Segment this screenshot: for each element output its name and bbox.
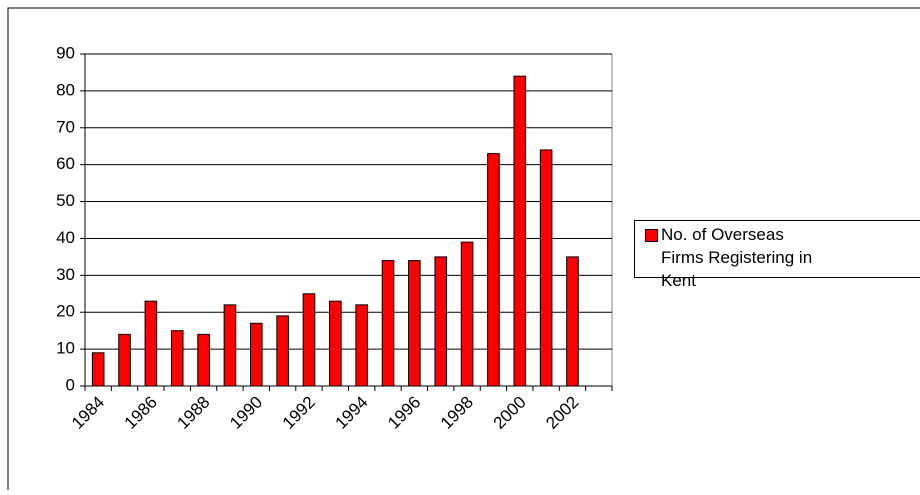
bar [539, 149, 553, 387]
bar [118, 333, 131, 387]
bar [170, 330, 184, 387]
bar [434, 256, 448, 387]
bar [460, 241, 474, 387]
y-tick-label: 40 [56, 228, 75, 247]
y-tick-label: 30 [56, 265, 75, 284]
legend-label: No. of Overseas Firms Registering in Ken… [661, 225, 813, 290]
y-tick-label: 20 [56, 302, 75, 321]
bar [249, 322, 263, 387]
bar [487, 153, 500, 387]
bar [276, 315, 289, 387]
bar [329, 300, 342, 387]
bar [355, 304, 368, 387]
y-tick-label: 90 [56, 43, 75, 62]
bar [91, 352, 105, 387]
y-tick-label: 80 [56, 80, 75, 99]
y-tick-label: 70 [56, 117, 75, 136]
bar [302, 293, 316, 387]
y-tick-label: 60 [56, 154, 75, 173]
legend: No. of Overseas Firms Registering in Ken… [634, 220, 920, 290]
y-tick-label: 50 [56, 191, 75, 210]
bar [197, 333, 210, 387]
bar [513, 75, 527, 387]
bar [144, 300, 158, 387]
bar [566, 256, 579, 387]
y-tick-label: 10 [56, 339, 75, 358]
legend-swatch [645, 229, 658, 242]
bar [408, 260, 421, 387]
plot-area [84, 53, 613, 387]
bar [223, 304, 237, 387]
y-tick-label: 0 [66, 375, 75, 394]
bar [381, 260, 395, 387]
